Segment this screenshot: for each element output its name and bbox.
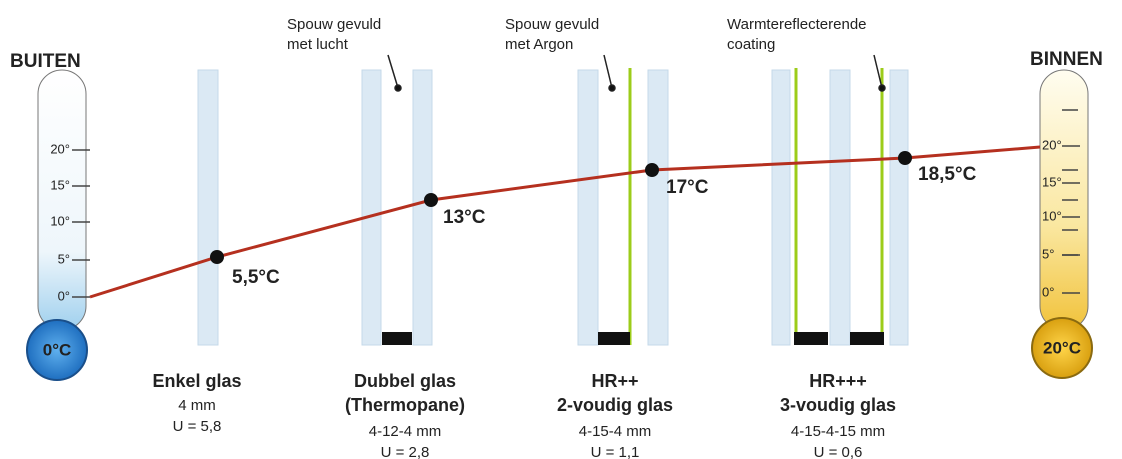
glazing-name: HR+++ bbox=[809, 371, 867, 391]
title: BINNEN bbox=[1030, 49, 1103, 70]
annotation: Warmtereflecterende bbox=[727, 16, 867, 33]
glazing-spec: 4-15-4-15 mm bbox=[791, 423, 885, 440]
glazing-spec: U = 1,1 bbox=[591, 444, 640, 459]
glazing-name: 2-voudig glas bbox=[557, 395, 673, 415]
tick-label: 5° bbox=[58, 251, 70, 266]
curve-points bbox=[210, 151, 912, 264]
tick-label: 20° bbox=[50, 141, 70, 156]
temperature: 17°C bbox=[666, 177, 709, 198]
thermometer-right bbox=[1031, 69, 1093, 379]
thermometer-left bbox=[26, 69, 88, 381]
glazing-spec: U = 2,8 bbox=[381, 444, 430, 459]
tick-label: 20° bbox=[1042, 137, 1062, 152]
glazing-name: Enkel glas bbox=[152, 371, 241, 391]
temperature: 18,5°C bbox=[918, 164, 977, 185]
tick-label: 15° bbox=[1042, 174, 1062, 189]
annotation: met lucht bbox=[287, 36, 349, 53]
tick-label: 15° bbox=[50, 177, 70, 192]
annotation: Spouw gevuld bbox=[505, 16, 599, 33]
glazing-name: HR++ bbox=[591, 371, 638, 391]
glazing-spec: 4 mm bbox=[178, 397, 216, 414]
temperature: 5,5°C bbox=[232, 267, 280, 288]
glazing-spec: 4-12-4 mm bbox=[369, 423, 442, 440]
leaders bbox=[387, 54, 886, 92]
glazing-name: Dubbel glas bbox=[354, 371, 456, 391]
bulb-label: 0°C bbox=[43, 340, 72, 359]
annotation: coating bbox=[727, 36, 775, 53]
glass-panes bbox=[197, 69, 909, 346]
bulb-label: 20°C bbox=[1043, 338, 1081, 357]
tick-label: 0° bbox=[58, 288, 70, 303]
annotation: Spouw gevuld bbox=[287, 16, 381, 33]
annotation: met Argon bbox=[505, 36, 573, 53]
coatings bbox=[628, 68, 884, 345]
glazing-spec: U = 0,6 bbox=[814, 444, 863, 459]
temperature: 13°C bbox=[443, 207, 486, 228]
tick-label: 10° bbox=[50, 213, 70, 228]
tick-label: 10° bbox=[1042, 208, 1062, 223]
glazing-spec: U = 5,8 bbox=[173, 418, 222, 435]
spacers bbox=[382, 332, 884, 345]
glazing-name: 3-voudig glas bbox=[780, 395, 896, 415]
glazing-name: (Thermopane) bbox=[345, 395, 465, 415]
glazing-spec: 4-15-4 mm bbox=[579, 423, 652, 440]
title: BUITEN bbox=[10, 51, 81, 72]
temperature-curve bbox=[89, 145, 1041, 299]
tick-label: 5° bbox=[1042, 246, 1054, 261]
tick-label: 0° bbox=[1042, 284, 1054, 299]
